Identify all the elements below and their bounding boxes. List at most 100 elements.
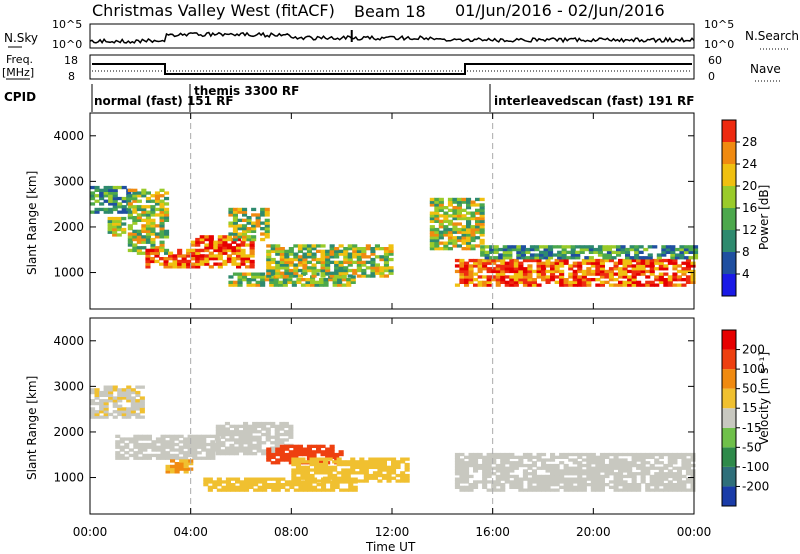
power-cell [679,256,685,260]
power-cell [226,235,232,239]
velocity-cell [238,438,244,442]
power-cell [543,256,549,260]
velocity-cell [304,460,310,464]
power-cell [208,257,214,261]
power-cell [577,275,583,279]
velocity-cell [318,465,324,469]
power-cell [599,264,605,268]
velocity-cell [372,471,378,475]
power-cell [246,278,252,282]
power-cell [634,247,640,252]
velocity-cell [672,488,678,492]
velocity-cell [581,452,587,457]
velocity-cell [160,445,166,449]
velocity-cell [672,458,678,462]
velocity-cell [395,460,401,464]
power-cell [527,267,533,271]
velocity-cell [454,483,460,487]
power-cell [127,216,133,220]
power-cell [536,264,542,268]
velocity-cell [631,458,637,462]
velocity-cell [169,448,175,452]
velocity-cell [121,407,127,411]
power-cell [479,227,485,232]
velocity-cell [103,415,109,419]
power-cell [90,194,96,198]
velocity-cell [685,488,691,492]
power-cell [150,205,156,209]
power-cell [323,278,329,282]
power-cell [672,267,678,271]
velocity-cell [595,483,601,487]
velocity-cell [220,449,226,453]
power-cell [232,237,238,242]
velocity-cell [329,455,335,459]
power-cell [685,267,691,271]
power-cell [434,238,440,243]
velocity-cell [531,488,537,492]
power-cell [249,254,255,258]
power-cell [554,269,560,274]
power-cell [311,274,317,278]
power-cell [534,247,540,252]
velocity-cell [631,463,637,468]
power-cell [264,210,270,214]
power-cell [681,283,687,287]
power-cell [518,269,524,274]
power-cell [117,202,123,206]
velocity-cell [518,461,524,465]
velocity-cell [636,483,642,487]
velocity-cell [459,480,465,484]
velocity-cell [404,468,410,472]
power-cell [145,237,151,242]
velocity-cell [243,427,249,431]
velocity-cell [170,467,176,471]
velocity-cell [314,471,320,475]
power-cell [127,235,133,239]
power-colorbar-tick-label: 20 [742,179,757,193]
power-cell [329,247,335,251]
velocity-cell [215,438,221,442]
power-cell [145,199,151,203]
x-tick-label: 20:00 [576,525,611,539]
power-cell [325,266,331,270]
power-cell [468,267,474,271]
power-cell [429,241,435,245]
velocity-cell [130,399,136,403]
power-cell [226,246,232,250]
power-cell [154,259,160,264]
velocity-cell [179,462,185,466]
velocity-cell [522,469,528,473]
power-cell [159,248,165,253]
velocity-cell [115,451,121,455]
velocity-cell [119,440,125,444]
velocity-cell [685,463,691,468]
power-cell [622,264,628,268]
power-cell [595,261,601,265]
power-cell [495,267,501,271]
power-cell [217,265,223,269]
power-cell [608,267,614,271]
power-cell [486,275,492,279]
power-cell [429,211,435,215]
power-cell [636,272,642,276]
power-cell [575,250,581,254]
power-cell [164,218,170,222]
velocity-cell [270,446,276,450]
power-cell [608,269,614,274]
power-cell [459,278,465,282]
velocity-cell [649,463,655,468]
velocity-cell [130,410,136,414]
velocity-cell [329,444,335,448]
velocity-cell [99,404,105,408]
velocity-cell [618,461,624,465]
velocity-cell [220,441,226,445]
power-cell [370,271,376,275]
velocity-cell [622,466,628,470]
velocity-cell [663,463,669,468]
power-cell [491,261,497,265]
noise-right-tick-high: 10^5 [704,18,734,31]
velocity-cell [247,432,253,437]
velocity-cell [667,480,673,484]
power-cell [520,253,526,257]
